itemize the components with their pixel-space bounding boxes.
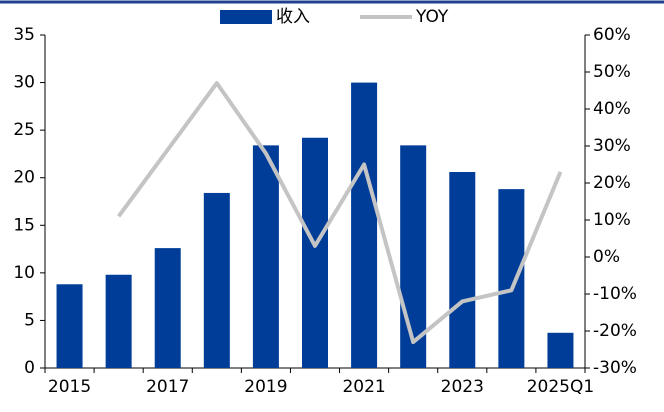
x-tick-label: 2021 [342,377,385,397]
bar [400,145,427,368]
legend-label: 收入 [276,7,310,27]
y-tick-label: 35 [13,25,35,45]
bar [302,137,328,368]
legend-label: YOY [415,7,449,27]
bar [154,248,181,368]
legend-swatch [220,10,272,24]
x-tick-label: 2025Q1 [527,377,594,397]
y-tick-label: 10 [13,263,35,283]
y2-tick-label: -20% [593,321,637,341]
bar [351,82,378,369]
x-tick-label: 2023 [441,377,484,397]
y-tick-label: 20 [13,168,35,188]
bar [56,284,83,368]
line [117,81,563,345]
y2-tick-label: -30% [593,358,637,378]
x-tick-label: 2017 [146,377,189,397]
y2-tick-label: 40% [593,99,631,119]
y2-tick-label: 10% [593,210,631,230]
y2-tick-label: 0% [593,247,620,267]
bar [498,189,525,368]
bar [449,172,476,368]
y-tick-label: 30 [13,73,35,93]
y2-tick-label: 50% [593,62,631,82]
bar [105,274,132,368]
y-tick-label: 15 [13,215,35,235]
bar [203,192,230,368]
y2-tick-label: 30% [593,136,631,156]
y2-tick-label: -10% [593,284,637,304]
x-tick-label: 2019 [244,377,287,397]
y2-tick-label: 20% [593,173,631,193]
bar [547,332,574,368]
y-tick-label: 5 [24,310,35,330]
y-tick-label: 0 [24,358,35,378]
bar [252,145,279,368]
y2-tick-label: 60% [593,25,631,45]
x-tick-label: 2015 [48,377,91,397]
y-tick-label: 25 [13,120,35,140]
